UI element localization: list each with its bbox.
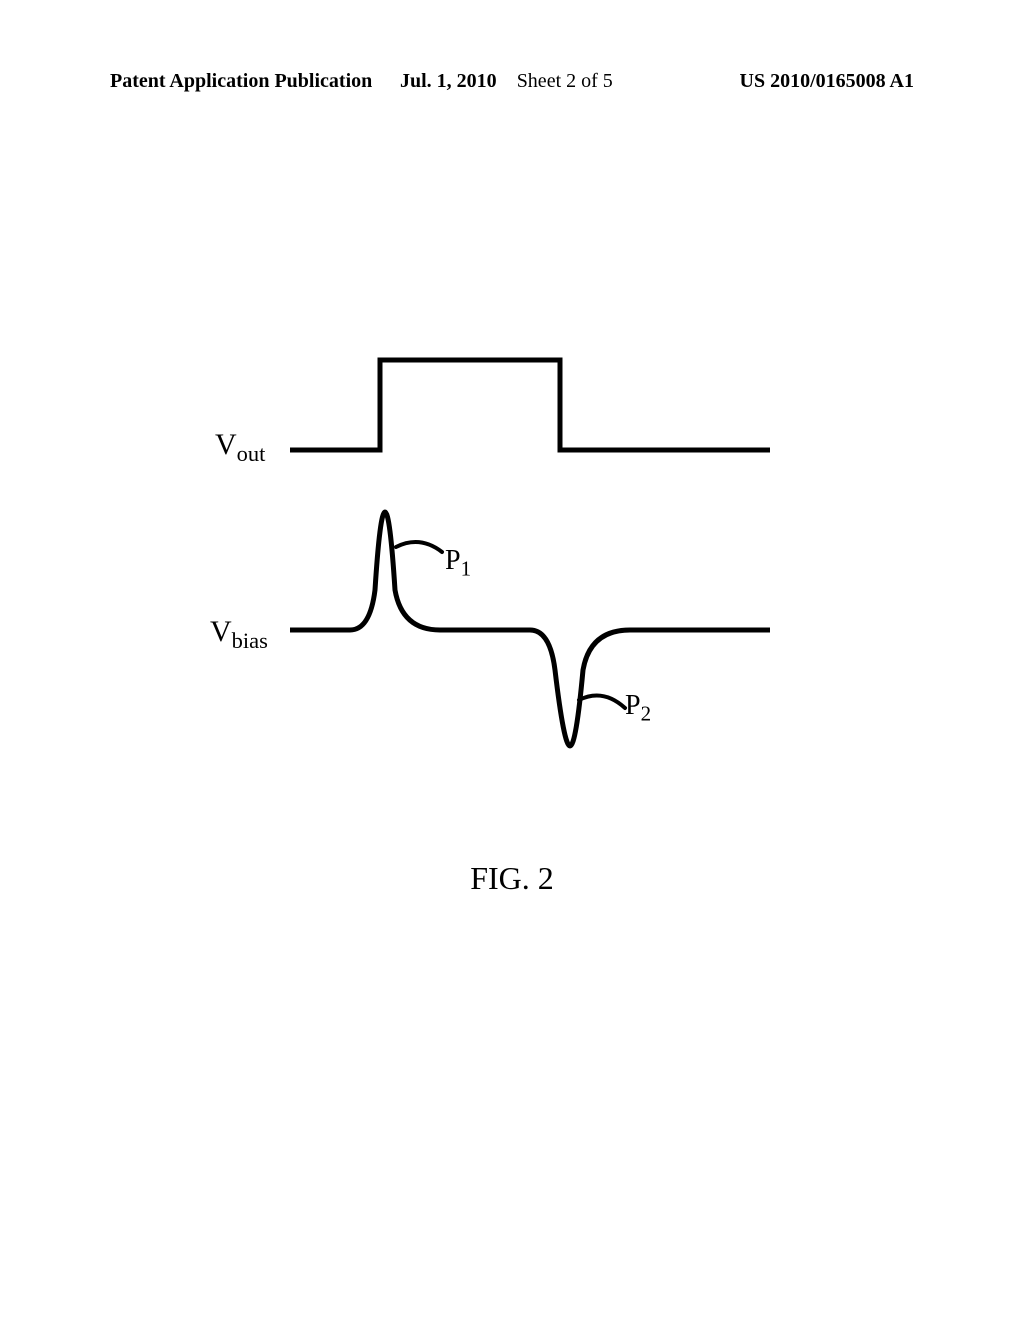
lead-p2-path bbox=[579, 696, 625, 709]
header-center: Jul. 1, 2010 Sheet 2 of 5 bbox=[400, 70, 613, 93]
figure-caption: FIG. 2 bbox=[0, 860, 1024, 897]
header-left: Patent Application Publication bbox=[110, 70, 372, 93]
annot-p2: P2 bbox=[625, 690, 651, 727]
waveform-vbias bbox=[290, 500, 770, 760]
figure-area: Vout Vbias P1 P2 FIG. 2 bbox=[0, 300, 1024, 1000]
header-docnum: US 2010/0165008 A1 bbox=[740, 70, 914, 93]
waveform-vout bbox=[290, 350, 770, 470]
lead-p2 bbox=[573, 680, 633, 720]
label-vbias: Vbias bbox=[210, 615, 268, 654]
waveform-vout-path bbox=[290, 360, 770, 450]
label-vout: Vout bbox=[215, 428, 265, 467]
waveform-vbias-path bbox=[290, 512, 770, 746]
page: Patent Application Publication Jul. 1, 2… bbox=[0, 0, 1024, 1320]
header-date: Jul. 1, 2010 bbox=[400, 70, 497, 92]
lead-p1 bbox=[390, 527, 450, 567]
annot-p1: P1 bbox=[445, 545, 471, 582]
lead-p1-path bbox=[396, 542, 442, 552]
header-sheet: Sheet 2 of 5 bbox=[517, 70, 613, 92]
